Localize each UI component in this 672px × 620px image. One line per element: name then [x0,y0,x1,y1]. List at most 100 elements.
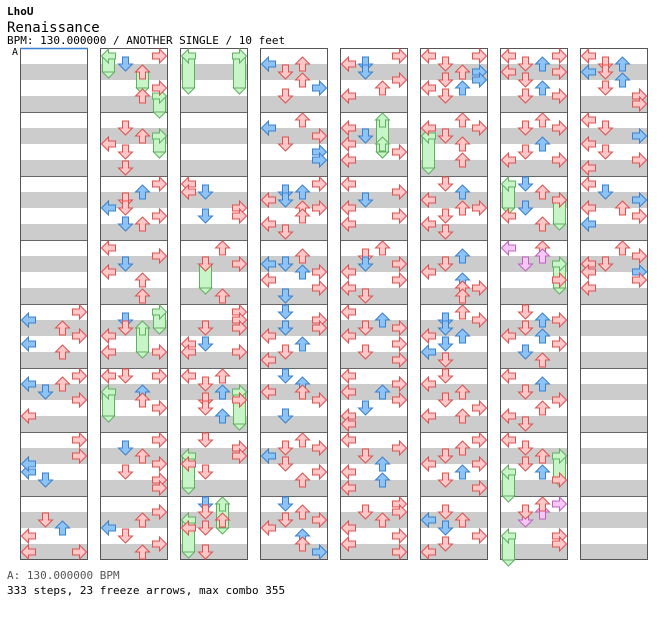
arrow-down-icon [117,160,134,176]
arrow-down-icon [357,64,374,80]
arrow-down-icon [197,376,214,392]
beat-band [580,384,648,400]
beat-band [340,544,408,560]
freeze-arrow-right [152,303,168,335]
arrow-right-icon [472,399,488,417]
arrow-up-icon [134,272,151,288]
freeze-arrow-right [152,87,168,119]
arrow-right-icon [152,399,168,417]
beat-band [260,320,328,336]
beat-band [260,384,328,400]
arrow-down-icon [117,528,134,544]
freeze-head-icon [134,320,151,336]
arrow-left-icon [100,199,116,217]
arrow-down-icon [597,120,614,136]
arrow-up-icon [534,112,551,128]
freeze-head-icon [180,47,196,65]
beat-band [20,384,88,400]
beat-band [340,384,408,400]
arrow-left-icon [420,455,436,473]
arrow-down-icon [37,512,54,528]
beat-band [180,416,248,432]
arrow-left-icon [580,63,596,81]
arrow-right-icon [312,511,328,529]
arrow-down-icon [437,56,454,72]
column-border [100,48,168,560]
column-border [500,48,568,560]
freeze-tail [501,559,516,567]
arrow-left-icon [260,119,276,137]
freeze-tail [181,487,196,495]
arrow-left-icon [340,479,356,497]
freeze-head-icon [500,463,516,481]
arrow-right-icon [312,79,328,97]
arrow-up-icon [134,544,151,560]
arrow-left-icon [20,407,36,425]
beat-band [420,384,488,400]
arrow-down-icon [597,80,614,96]
arrow-down-icon [197,320,214,336]
arrow-right-icon [312,199,328,217]
arrow-left-icon [500,239,516,257]
beat-band [180,128,248,144]
arrow-right-icon [552,271,568,289]
freeze-arrow-left [500,463,516,503]
beat-band [580,64,648,80]
arrow-left-icon [580,263,596,281]
arrow-right-icon [632,247,648,265]
arrow-down-icon [437,128,454,144]
beat-band [500,544,568,560]
beat-band [580,192,648,208]
beat-band [20,288,88,304]
arrow-right-icon [312,439,328,457]
beat-band [500,96,568,112]
arrow-right-icon [72,367,88,385]
freeze-arrow-left [500,175,516,215]
arrow-down-icon [597,64,614,80]
arrow-right-icon [392,271,408,289]
beat-band [180,64,248,80]
arrow-right-icon [72,431,88,449]
arrow-up-icon [214,288,231,304]
beat-band [340,64,408,80]
freeze-tail [198,287,213,295]
arrow-down-icon [37,472,54,488]
arrow-left-icon [20,375,36,393]
arrow-left-icon [580,135,596,153]
beat-band [420,224,488,240]
beat-band [580,544,648,560]
arrow-right-icon [152,343,168,361]
beat-band [580,256,648,272]
arrow-down-icon [437,392,454,408]
arrow-left-icon [20,455,36,473]
arrow-up-icon [534,376,551,392]
beat-band [180,256,248,272]
arrow-down-icon [437,472,454,488]
beat-band [420,320,488,336]
beat-band [260,288,328,304]
arrow-left-icon [20,527,36,545]
arrow-right-icon [632,271,648,289]
arrow-right-icon [392,183,408,201]
arrow-left-icon [580,199,596,217]
beat-band [100,416,168,432]
freeze-tail [215,527,230,535]
beat-band [180,384,248,400]
arrow-up-icon [534,352,551,368]
arrow-up-icon [534,400,551,416]
beat-band [180,96,248,112]
arrow-down-icon [197,520,214,536]
beat-band [500,480,568,496]
arrow-left-icon [260,327,276,345]
arrow-right-icon [472,455,488,473]
arrow-left-icon [340,175,356,193]
arrow-down-icon [357,320,374,336]
arrow-right-icon [472,71,488,89]
arrow-up-icon [374,472,391,488]
arrow-down-icon [197,208,214,224]
freeze-tail [152,327,167,335]
arrow-up-icon [294,432,311,448]
arrow-left-icon [340,279,356,297]
freeze-tail [232,87,247,95]
arrow-left-icon [420,375,436,393]
